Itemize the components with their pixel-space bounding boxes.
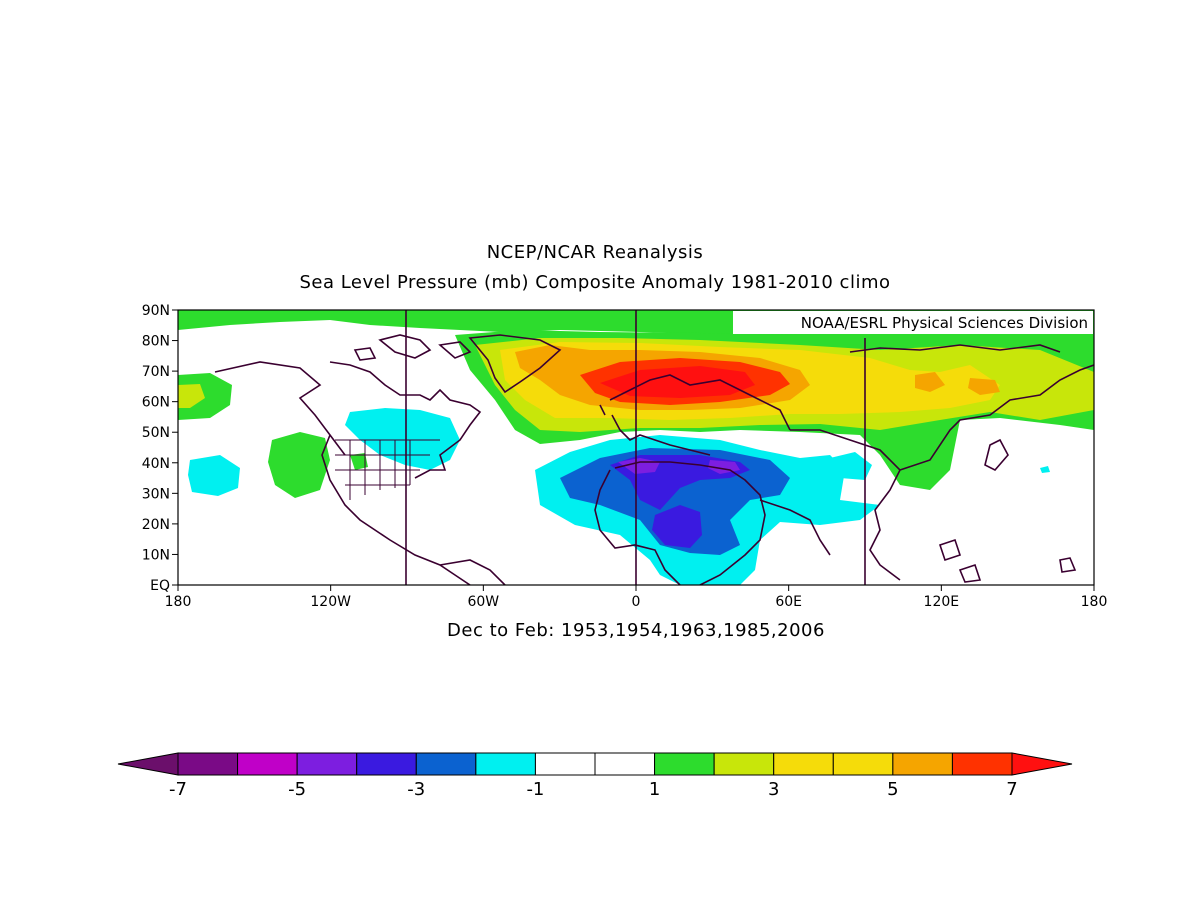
fill-green-na-west bbox=[268, 432, 330, 498]
fill-cyan-small bbox=[1040, 466, 1050, 473]
lon-axis: 180 120W 60W 0 60E 120E 180 bbox=[165, 585, 1108, 610]
colorbar-label: -1 bbox=[526, 779, 544, 800]
lon-tick-label: 0 bbox=[632, 594, 641, 610]
coast-japan bbox=[984, 438, 1009, 471]
lat-tick-label: 40N bbox=[142, 456, 170, 472]
coastlines bbox=[214, 334, 1094, 585]
fill-yellowgreen-pacific-w bbox=[178, 384, 205, 408]
colorbar-swatch bbox=[654, 752, 715, 776]
fill-green-na-mid bbox=[350, 453, 368, 470]
colorbar-arrow-left bbox=[117, 752, 179, 776]
colorbar-swatch bbox=[296, 752, 358, 776]
colorbar-swatch bbox=[832, 752, 894, 776]
colorbar-label: 3 bbox=[768, 779, 779, 800]
colorbar-swatch bbox=[475, 752, 536, 776]
colorbar-swatch bbox=[713, 752, 775, 776]
colorbar-swatch bbox=[594, 752, 656, 776]
colorbar-swatch bbox=[356, 752, 417, 776]
lat-tick-label: 50N bbox=[142, 425, 170, 441]
lat-tick-label: 10N bbox=[142, 547, 170, 563]
colorbar-swatch bbox=[237, 752, 298, 776]
fill-cyan-pacific bbox=[188, 455, 240, 496]
colorbar-swatch bbox=[415, 752, 477, 776]
lat-tick-label: 70N bbox=[142, 364, 170, 380]
lat-tick-label: 90N bbox=[142, 303, 170, 319]
lon-tick-label: 60E bbox=[775, 594, 802, 610]
fill-orange-east bbox=[915, 372, 945, 392]
colorbar: -7 -5 -3 -1 1 3 5 7 bbox=[117, 752, 1073, 800]
credit-box bbox=[733, 311, 1093, 334]
chart-subtitle: Sea Level Pressure (mb) Composite Anomal… bbox=[299, 272, 891, 293]
colorbar-swatch bbox=[534, 752, 596, 776]
lon-tick-label: 60W bbox=[467, 594, 499, 610]
colorbar-swatch bbox=[951, 752, 1013, 776]
coast-asia bbox=[759, 344, 1094, 581]
fill-darkblue-south bbox=[652, 505, 702, 548]
lat-tick-label: 30N bbox=[142, 486, 170, 502]
colorbar-label: 1 bbox=[649, 779, 660, 800]
colorbar-arrow-right bbox=[1011, 752, 1073, 776]
credit-label: NOAA/ESRL Physical Sciences Division bbox=[801, 314, 1088, 332]
lat-tick-label: 60N bbox=[142, 395, 170, 411]
coast-se-asia bbox=[938, 538, 1077, 583]
fill-red bbox=[600, 366, 755, 398]
meridian-lines bbox=[405, 310, 866, 585]
lat-tick-label: 80N bbox=[142, 334, 170, 350]
lon-tick-label: 180 bbox=[1081, 594, 1108, 610]
coast-greenland bbox=[468, 334, 562, 394]
lat-tick-label: EQ bbox=[150, 578, 170, 594]
colorbar-swatch bbox=[177, 752, 239, 776]
lon-tick-label: 120W bbox=[310, 594, 351, 610]
coast-europe bbox=[599, 374, 791, 456]
fill-cyan-na bbox=[345, 408, 460, 470]
lon-tick-label: 180 bbox=[165, 594, 192, 610]
caption: Dec to Feb: 1953,1954,1963,1985,2006 bbox=[447, 620, 825, 641]
coast-africa bbox=[594, 461, 766, 585]
anomaly-fills bbox=[178, 310, 1094, 585]
colorbar-label: -7 bbox=[169, 779, 187, 800]
colorbar-swatch bbox=[773, 752, 834, 776]
fill-orange-east2 bbox=[968, 378, 1000, 395]
lat-tick-label: 20N bbox=[142, 517, 170, 533]
colorbar-label: 5 bbox=[887, 779, 898, 800]
lat-axis: 90N 80N 70N 60N 50N 40N 30N 20N 10N EQ bbox=[142, 303, 178, 594]
lon-tick-label: 120E bbox=[924, 594, 960, 610]
us-state-lines bbox=[335, 439, 440, 500]
colorbar-label: -3 bbox=[407, 779, 425, 800]
chart-title: NCEP/NCAR Reanalysis bbox=[486, 242, 704, 263]
colorbar-label: 7 bbox=[1006, 779, 1017, 800]
coast-north-america bbox=[214, 361, 506, 585]
colorbar-swatch bbox=[892, 752, 953, 776]
coast-arctic-islands bbox=[353, 334, 472, 361]
fill-cyan-asia bbox=[830, 452, 872, 480]
colorbar-label: -5 bbox=[288, 779, 306, 800]
